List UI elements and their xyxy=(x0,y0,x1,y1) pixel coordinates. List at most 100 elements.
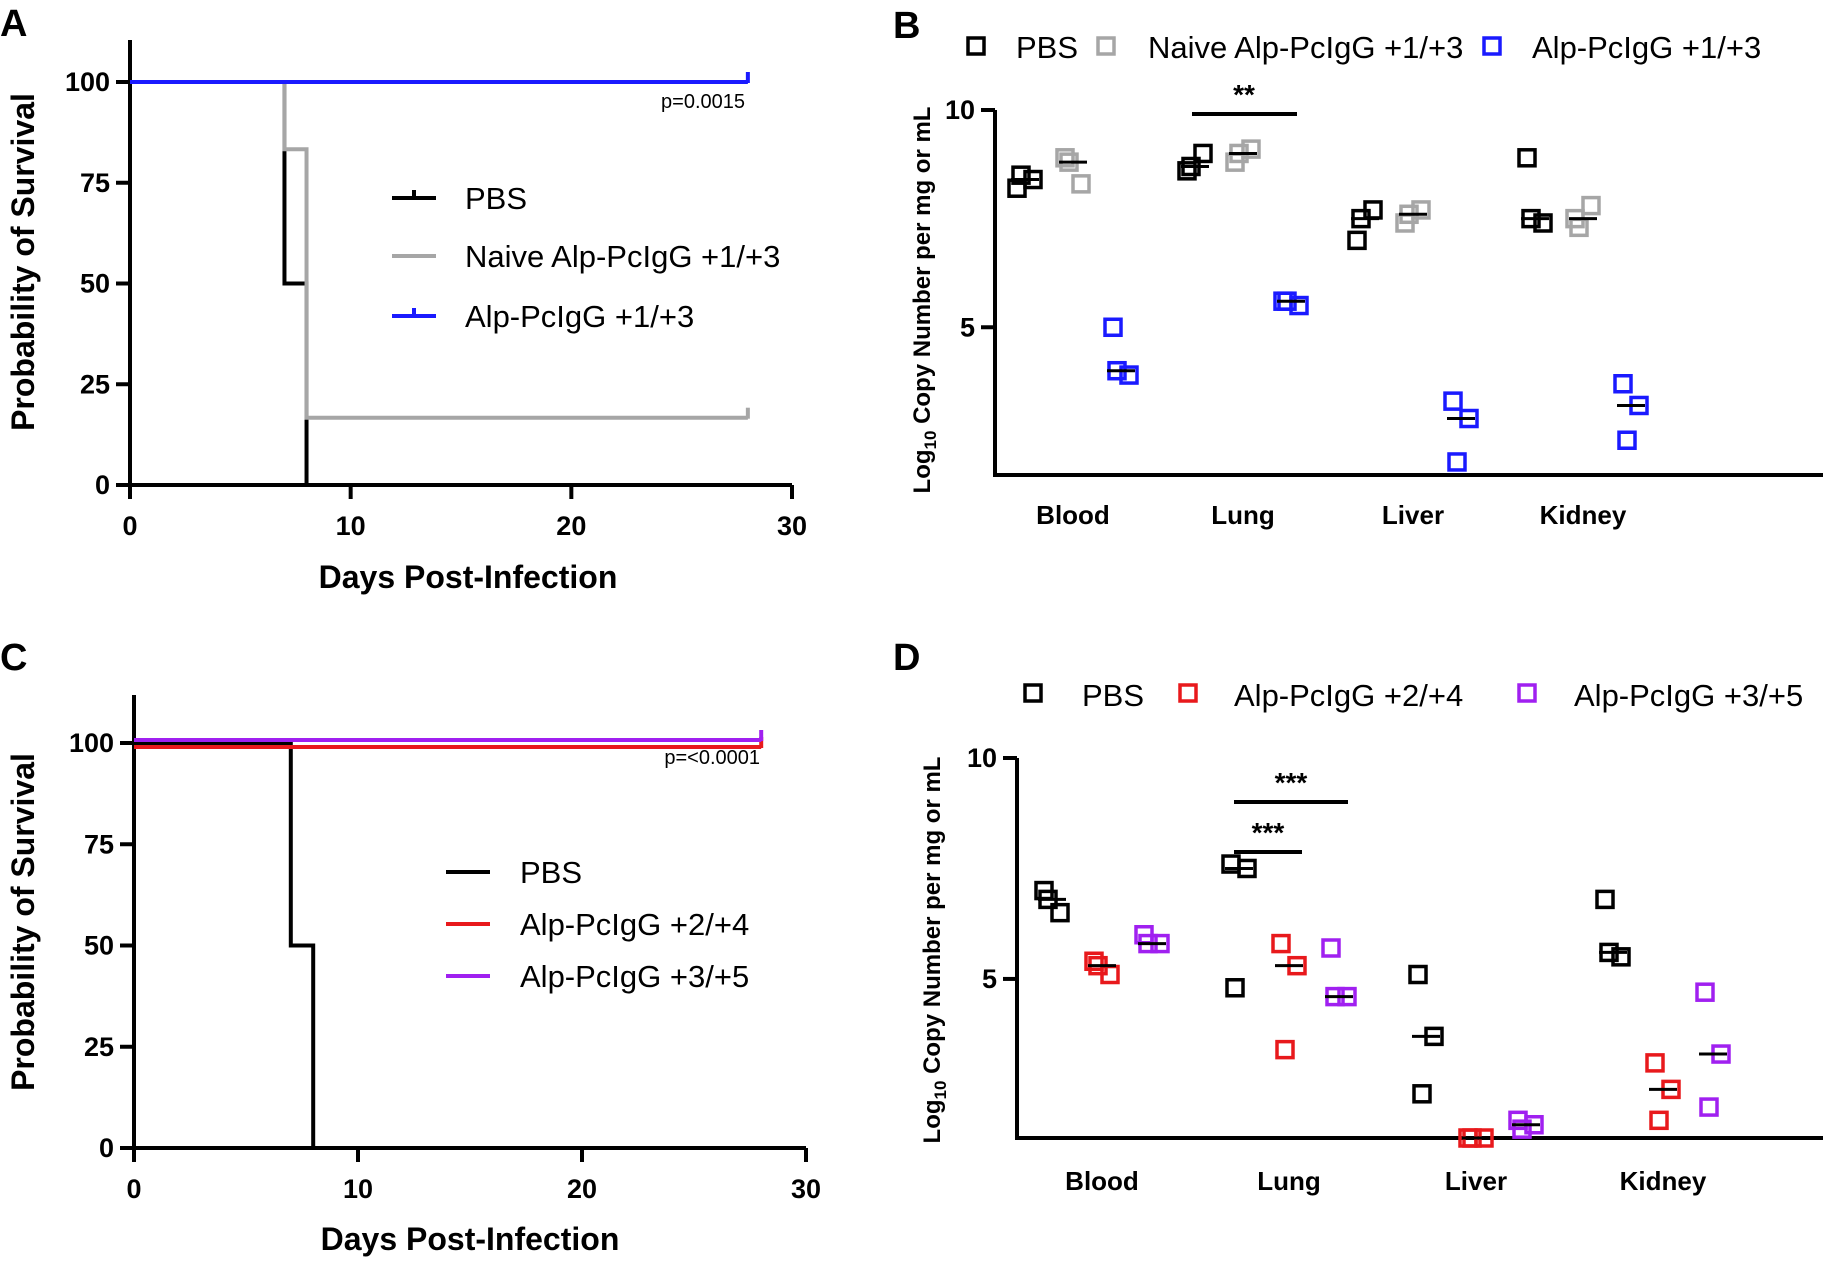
panel-a-y-ticks: 0 25 50 75 100 xyxy=(65,67,130,500)
data-point-pbs-lung xyxy=(1177,161,1197,181)
panel-a-legend: PBS Naive Alp-PcIgG +1/+3 Alp-PcIgG +1/+… xyxy=(392,181,780,334)
y-tick-label: 75 xyxy=(80,168,110,198)
data-point-naive-alp-pcigg-1-3-blood xyxy=(1071,174,1091,194)
y-tick-label: 5 xyxy=(960,312,975,342)
legend-b-label-treated: Alp-PcIgG +1/+3 xyxy=(1532,30,1761,65)
legend-d-marker-pbs xyxy=(1023,683,1043,703)
data-point-alp-pcigg-1-3-liver xyxy=(1443,391,1463,411)
category-label-liver: Liver xyxy=(1382,500,1444,530)
category-label-liver: Liver xyxy=(1445,1166,1507,1196)
panel-a-plot: 0 25 50 75 100 0 10 20 30 p=0.0015 Days Post-In… xyxy=(5,40,807,595)
y-tick-label: 50 xyxy=(84,931,114,961)
panel-d-plot: 5 10 Blood Lung Liver Kidney *** *** Log10 C… xyxy=(919,743,1823,1196)
panel-d-legend: PBS Alp-PcIgG +2/+4 Alp-PcIgG +3/+5 xyxy=(1023,678,1803,713)
panel-c-label: C xyxy=(0,637,27,679)
data-point-alp-pcigg-1-3-liver xyxy=(1447,452,1467,472)
legend-b-label-naive: Naive Alp-PcIgG +1/+3 xyxy=(1148,30,1463,65)
panel-b: B PBS Naive Alp-PcIgG +1/+3 Alp-PcIgG +1… xyxy=(893,5,1823,530)
data-point-pbs-blood xyxy=(1011,165,1031,185)
x-tick-label: 20 xyxy=(556,511,586,541)
survival-curve-pbs xyxy=(130,80,309,485)
panel-c-plot: 0 25 50 75 100 0 10 20 30 p=<0.0001 Days Post-I… xyxy=(5,695,821,1257)
y-tick-label: 0 xyxy=(95,470,110,500)
panel-d-points xyxy=(1034,854,1731,1148)
data-point-pbs-kidney xyxy=(1533,213,1553,233)
data-point-alp-pcigg-3-5-lung xyxy=(1321,938,1341,958)
legend-c-label-purple: Alp-PcIgG +3/+5 xyxy=(520,959,749,994)
legend-b-marker-naive xyxy=(1096,36,1116,56)
data-point-alp-pcigg-2-4-lung xyxy=(1275,1039,1295,1060)
legend-d-label-pbs: PBS xyxy=(1082,678,1144,713)
panel-a-x-axis-title: Days Post-Infection xyxy=(319,559,618,595)
x-tick-label: 0 xyxy=(122,511,137,541)
data-point-pbs-lung xyxy=(1193,143,1213,164)
data-point-pbs-kidney xyxy=(1595,889,1615,910)
y-tick-label: 25 xyxy=(80,369,110,399)
y-tick-label: 75 xyxy=(84,829,114,859)
panel-a: A 0 25 50 75 100 0 10 20 30 p=0.0015 Days Post-… xyxy=(0,3,807,595)
data-point-alp-pcigg-2-4-lung xyxy=(1271,933,1291,954)
data-point-pbs-blood xyxy=(1050,902,1070,923)
legend-d-marker-red xyxy=(1178,683,1198,703)
panel-a-label: A xyxy=(0,3,27,45)
panel-a-p-value: p=0.0015 xyxy=(661,91,745,113)
panel-a-x-ticks: 0 10 20 30 xyxy=(122,485,807,541)
legend-a-label-pbs: PBS xyxy=(465,181,527,216)
data-point-alp-pcigg-1-3-kidney xyxy=(1613,374,1633,394)
panel-c-y-axis-title: Probability of Survival xyxy=(5,753,41,1091)
x-tick-label: 30 xyxy=(791,1174,821,1204)
data-point-alp-pcigg-2-4-blood xyxy=(1084,951,1104,972)
legend-a-label-naive: Naive Alp-PcIgG +1/+3 xyxy=(465,239,780,274)
y-tick-label: 5 xyxy=(982,964,997,994)
category-label-blood: Blood xyxy=(1036,500,1110,530)
data-point-pbs-kidney xyxy=(1517,148,1537,168)
data-point-naive-alp-pcigg-1-3-liver xyxy=(1411,200,1431,220)
x-tick-label: 0 xyxy=(126,1174,141,1204)
category-label-kidney: Kidney xyxy=(1540,500,1627,530)
data-point-alp-pcigg-3-5-kidney xyxy=(1695,982,1715,1002)
data-point-pbs-kidney xyxy=(1611,947,1631,967)
y-tick-label: 0 xyxy=(99,1133,114,1163)
data-point-alp-pcigg-3-5-kidney xyxy=(1699,1097,1719,1117)
panel-d-significance-label-bottom: *** xyxy=(1252,817,1285,848)
legend-d-label-red: Alp-PcIgG +2/+4 xyxy=(1234,678,1463,713)
legend-c-label-red: Alp-PcIgG +2/+4 xyxy=(520,907,749,942)
panel-b-legend: PBS Naive Alp-PcIgG +1/+3 Alp-PcIgG +1/+… xyxy=(966,30,1761,65)
y-tick-label: 50 xyxy=(80,269,110,299)
y-tick-label: 100 xyxy=(65,67,110,97)
panel-c: C 0 25 50 75 100 0 10 20 30 p=<0.0001 Days Post… xyxy=(0,637,821,1257)
data-point-alp-pcigg-1-3-kidney xyxy=(1617,430,1637,450)
panel-b-y-axis-title: Log10 Copy Number per mg or mL xyxy=(909,107,940,494)
category-label-lung: Lung xyxy=(1257,1166,1321,1196)
legend-b-marker-pbs xyxy=(966,36,986,56)
y-tick-label: 100 xyxy=(69,728,114,758)
data-point-pbs-liver xyxy=(1347,230,1367,251)
y-tick-label: 10 xyxy=(967,743,997,773)
x-tick-label: 10 xyxy=(343,1174,373,1204)
x-tick-label: 10 xyxy=(336,511,366,541)
survival-curve-pbs xyxy=(134,741,316,1148)
panel-b-axes xyxy=(993,110,1823,477)
legend-b-label-pbs: PBS xyxy=(1016,30,1078,65)
data-point-pbs-liver xyxy=(1412,1084,1432,1104)
data-point-alp-pcigg-2-4-kidney xyxy=(1649,1110,1669,1131)
panel-d-category-labels: Blood Lung Liver Kidney xyxy=(1065,1166,1707,1196)
data-point-alp-pcigg-3-5-liver xyxy=(1512,1119,1532,1139)
panel-d-y-ticks: 5 10 xyxy=(967,743,1017,994)
panel-d-label: D xyxy=(893,637,920,679)
panel-d-y-axis-title: Log10 Copy Number per mg or mL xyxy=(919,757,950,1144)
data-point-naive-alp-pcigg-1-3-lung xyxy=(1241,139,1261,159)
panel-b-y-ticks: 5 10 xyxy=(945,95,995,342)
legend-d-label-purple: Alp-PcIgG +3/+5 xyxy=(1574,678,1803,713)
panel-c-p-value: p=<0.0001 xyxy=(664,747,760,769)
panel-b-points xyxy=(1007,139,1649,472)
x-tick-label: 20 xyxy=(567,1174,597,1204)
panel-d-significance-label-top: *** xyxy=(1275,767,1308,798)
data-point-naive-alp-pcigg-1-3-blood xyxy=(1055,148,1075,168)
data-point-alp-pcigg-1-3-lung xyxy=(1289,295,1309,316)
legend-d-marker-purple xyxy=(1517,683,1537,703)
panel-d: D PBS Alp-PcIgG +2/+4 Alp-PcIgG +3/+5 5 1… xyxy=(893,637,1823,1196)
panel-a-y-axis-title: Probability of Survival xyxy=(5,93,41,431)
panel-b-category-labels: Blood Lung Liver Kidney xyxy=(1036,500,1627,530)
